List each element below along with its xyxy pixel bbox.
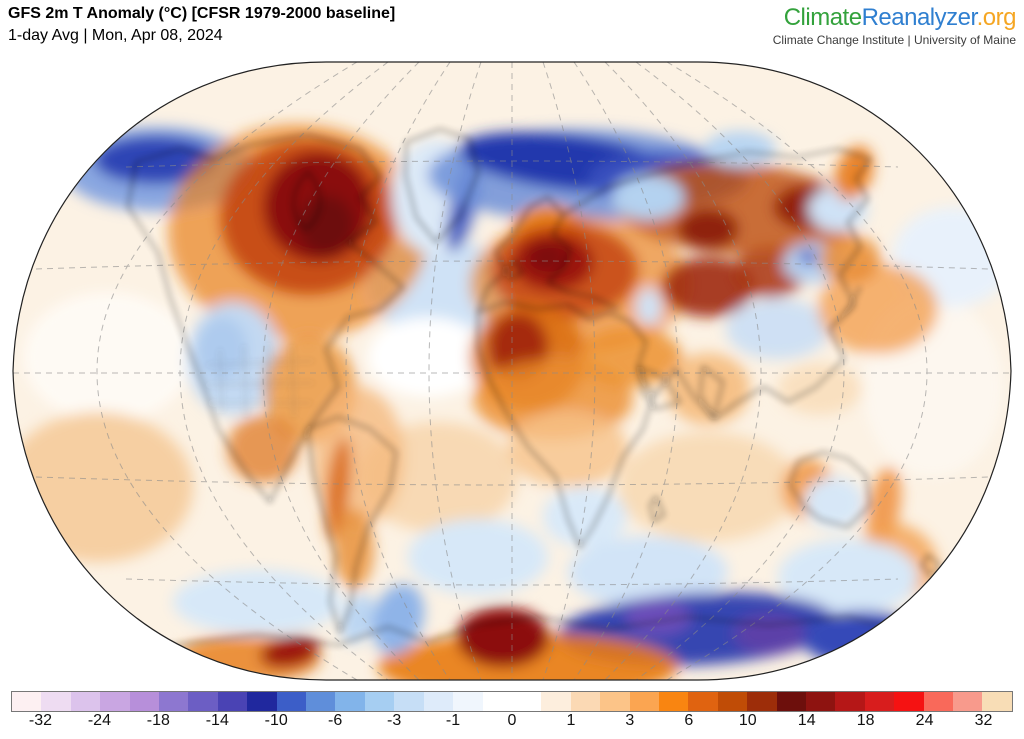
colorbar-tick-label: -3 bbox=[386, 712, 402, 729]
colorbar-tick-label: -14 bbox=[205, 712, 229, 729]
colorbar-tick-label: 32 bbox=[974, 712, 993, 729]
colorbar-segment bbox=[923, 692, 953, 711]
colorbar-tick-label: 0 bbox=[507, 712, 517, 729]
colorbar-segment bbox=[717, 692, 748, 711]
map-svg bbox=[12, 61, 1012, 681]
colorbar-segment bbox=[835, 692, 865, 711]
colorbar-tick-label: 3 bbox=[625, 712, 635, 729]
colorbar-tick-label: -24 bbox=[87, 712, 111, 729]
plot-header: GFS 2m T Anomaly (°C) [CFSR 1979-2000 ba… bbox=[8, 3, 395, 46]
site-branding[interactable]: ClimateReanalyzer.org Climate Change Ins… bbox=[772, 4, 1017, 48]
colorbar-tick-label: 18 bbox=[856, 712, 875, 729]
colorbar-tick-label: -18 bbox=[146, 712, 170, 729]
coastlines bbox=[127, 128, 949, 648]
colorbar-segment bbox=[70, 692, 101, 711]
colorbar-segment bbox=[894, 692, 924, 711]
anomaly-field bbox=[13, 124, 1011, 680]
colorbar-tick-label: 10 bbox=[738, 712, 757, 729]
colorbar-segment bbox=[306, 692, 336, 711]
colorbar-segment bbox=[688, 692, 718, 711]
colorbar-segment bbox=[12, 692, 42, 711]
map-outline bbox=[12, 61, 1012, 681]
colorbar-segment bbox=[982, 692, 1012, 711]
colorbar-tick-label: 24 bbox=[915, 712, 934, 729]
colorbar-segment bbox=[864, 692, 895, 711]
colorbar-segment bbox=[541, 692, 571, 711]
colorbar-segment bbox=[747, 692, 777, 711]
colorbar-segment bbox=[482, 692, 512, 711]
colorbar-segment bbox=[953, 692, 983, 711]
colorbar-tick-label: 14 bbox=[797, 712, 816, 729]
colorbar-segment bbox=[600, 692, 630, 711]
colorbar-segment bbox=[453, 692, 483, 711]
plot-title: GFS 2m T Anomaly (°C) [CFSR 1979-2000 ba… bbox=[8, 5, 396, 22]
colorbar bbox=[11, 691, 1013, 712]
colorbar-segment bbox=[100, 692, 130, 711]
colorbar-tick-label: -10 bbox=[264, 712, 288, 729]
colorbar-segment bbox=[570, 692, 601, 711]
logo-part-climate: Climate bbox=[783, 4, 862, 31]
colorbar-segment bbox=[364, 692, 395, 711]
colorbar-segment bbox=[629, 692, 659, 711]
colorbar-segment bbox=[41, 692, 71, 711]
colorbar-tick-labels: -32 -24 -18 -14 -10 -6 -3 -1 0 1 3 6 10 14 18 24 32 bbox=[11, 712, 1013, 734]
colorbar-segment bbox=[335, 692, 365, 711]
colorbar-segment bbox=[805, 692, 836, 711]
colorbar-segment bbox=[511, 692, 542, 711]
colorbar-segment bbox=[217, 692, 248, 711]
colorbar-segment bbox=[159, 692, 189, 711]
logo-part-reanalyzer: Reanalyzer bbox=[861, 4, 978, 31]
world-anomaly-map bbox=[8, 57, 1016, 685]
colorbar-segment bbox=[129, 692, 160, 711]
site-logo[interactable]: ClimateReanalyzer.org bbox=[773, 4, 1017, 31]
colorbar-segment bbox=[247, 692, 277, 711]
institute-tagline: Climate Change Institute | University of… bbox=[772, 33, 1016, 47]
colorbar-segment bbox=[423, 692, 454, 711]
colorbar-segment bbox=[188, 692, 218, 711]
colorbar-tick-label: -6 bbox=[328, 712, 343, 729]
colorbar-tick-label: -32 bbox=[28, 712, 53, 729]
colorbar-tick-label: -1 bbox=[445, 712, 461, 729]
colorbar-segment bbox=[276, 692, 307, 711]
colorbar-segment bbox=[776, 692, 806, 711]
colorbar-segment bbox=[394, 692, 424, 711]
colorbar-segment bbox=[658, 692, 689, 711]
plot-subtitle: 1-day Avg | Mon, Apr 08, 2024 bbox=[8, 27, 223, 44]
colorbar-tick-label: 1 bbox=[566, 712, 576, 729]
logo-part-org: .org bbox=[976, 4, 1017, 31]
colorbar-tick-label: 6 bbox=[684, 712, 694, 729]
